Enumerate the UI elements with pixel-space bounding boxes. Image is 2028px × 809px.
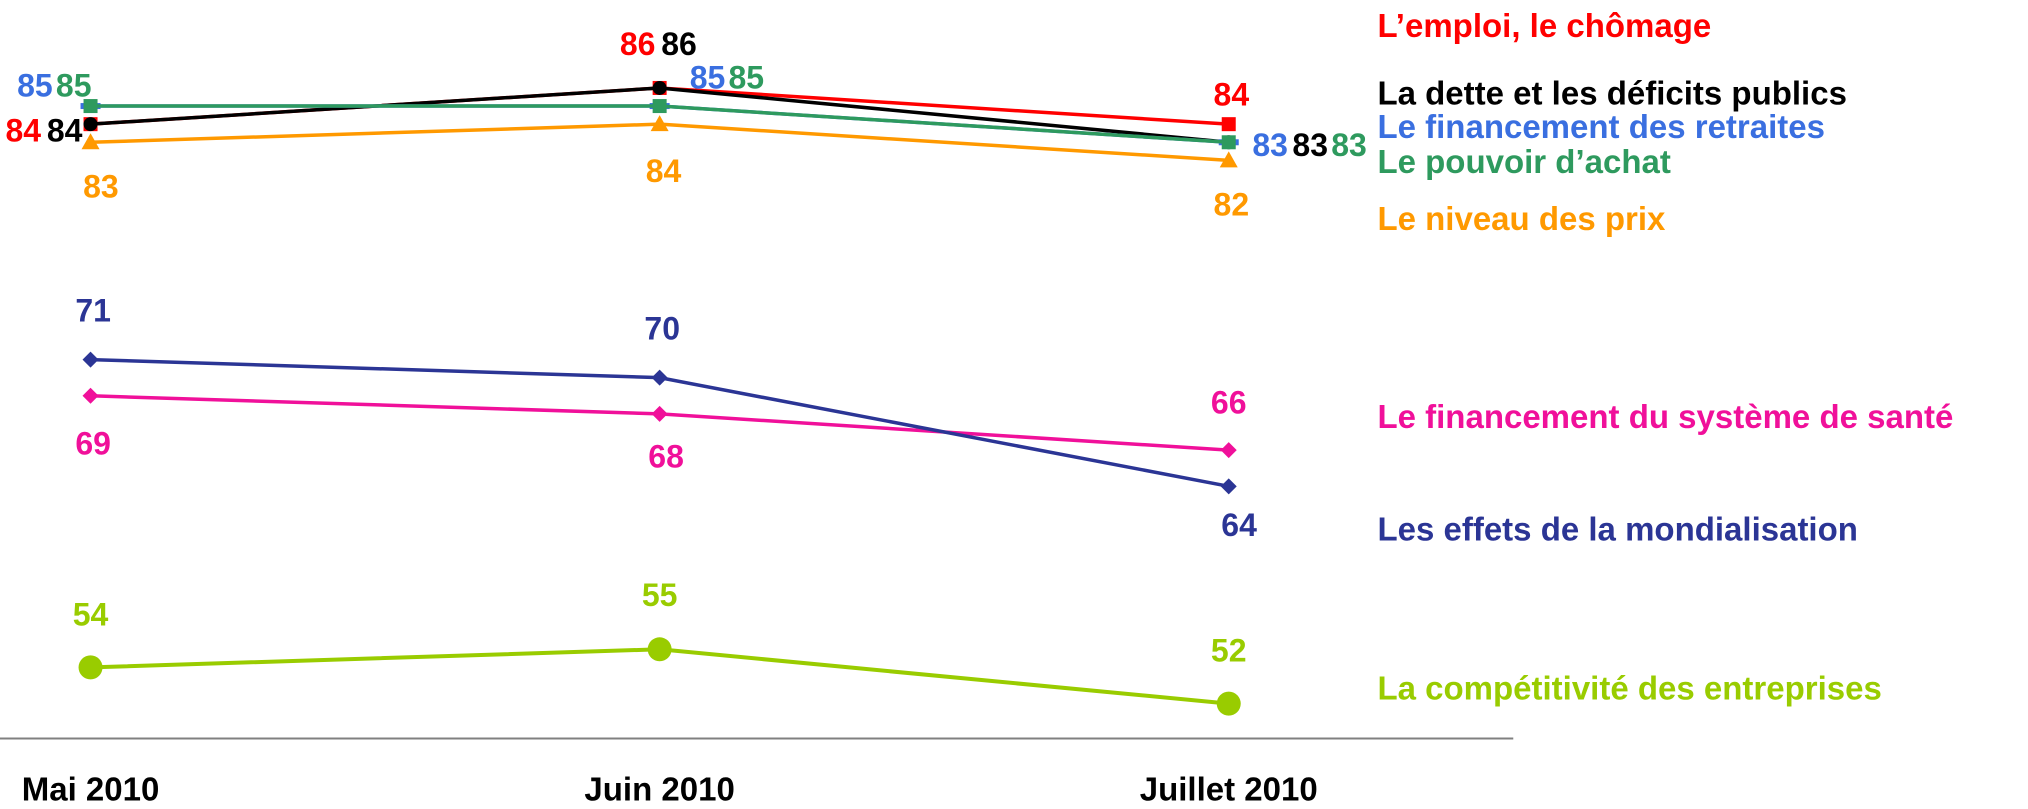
data-label: 54 [73, 596, 109, 632]
legend-label: Les effets de la mondialisation [1377, 510, 1857, 547]
x-tick-label: Mai 2010 [22, 770, 160, 807]
x-tick-label: Juin 2010 [584, 770, 734, 807]
data-label: 83 [1331, 127, 1367, 163]
data-label: 83 [83, 168, 119, 204]
legend-label: La compétitivité des entreprises [1377, 669, 1881, 706]
marker [650, 115, 669, 132]
data-label: 52 [1211, 633, 1247, 669]
data-label: 85 [690, 60, 726, 96]
data-label: 85 [17, 67, 53, 103]
legend-label: Le financement des retraites [1377, 108, 1825, 145]
marker [1221, 117, 1236, 132]
marker [652, 99, 667, 114]
data-label: 66 [1211, 384, 1247, 420]
data-label: 64 [1221, 507, 1257, 543]
data-label: 86 [620, 26, 656, 62]
data-label: 70 [644, 311, 680, 347]
legend-label: L’emploi, le chômage [1377, 7, 1711, 44]
series-line [90, 86, 1229, 145]
marker [83, 117, 98, 132]
data-label: 69 [75, 426, 111, 462]
legend-label: Le niveau des prix [1377, 200, 1666, 237]
marker [1220, 478, 1237, 495]
marker [647, 637, 672, 662]
legend-label: Le pouvoir d’achat [1377, 143, 1670, 180]
marker [652, 80, 667, 95]
x-tick-label: Juillet 2010 [1140, 770, 1318, 807]
data-label: 85 [728, 60, 764, 96]
marker [78, 655, 103, 680]
legend-label: Le financement du système de santé [1377, 398, 1953, 435]
data-label: 85 [56, 67, 92, 103]
data-label: 71 [75, 292, 111, 328]
marker [81, 133, 100, 150]
marker [82, 387, 99, 404]
data-label: 86 [661, 26, 697, 62]
marker [1219, 151, 1238, 168]
data-label: 82 [1214, 186, 1250, 222]
marker [651, 405, 668, 422]
data-label: 84 [1214, 76, 1250, 112]
data-label: 84 [47, 113, 83, 149]
marker [1220, 442, 1237, 459]
marker [651, 369, 668, 386]
data-label: 68 [648, 439, 684, 475]
data-label: 55 [642, 577, 678, 613]
data-label: 83 [1292, 127, 1328, 163]
data-label: 84 [5, 113, 41, 149]
marker [1221, 135, 1236, 150]
marker [82, 351, 99, 368]
legend-label: La dette et les déficits publics [1377, 74, 1846, 111]
data-label: 84 [646, 153, 682, 189]
data-label: 83 [1252, 127, 1288, 163]
marker [1216, 691, 1241, 716]
marker [83, 99, 98, 114]
